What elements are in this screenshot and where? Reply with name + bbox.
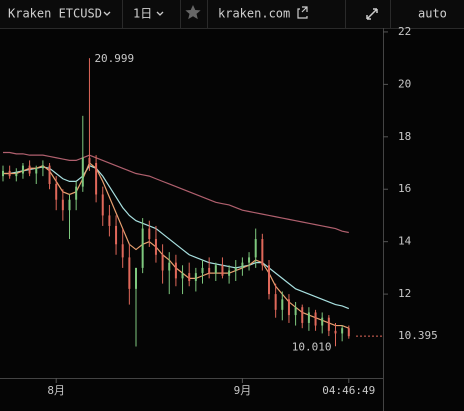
candle-body (201, 267, 204, 274)
candle-body (287, 299, 290, 316)
candle-body (268, 265, 270, 295)
moving-average (3, 151, 349, 234)
toolbar: Kraken ETCUSD 1日 kraken.com auto (0, 0, 464, 29)
moving-average (3, 164, 350, 310)
external-link-icon[interactable] (297, 6, 308, 19)
candle-body (188, 273, 191, 281)
candle-body (307, 312, 310, 323)
scale-mode[interactable]: auto (418, 7, 447, 21)
candle-body (221, 265, 224, 276)
y-tick-label: 12 (398, 287, 411, 300)
candle-body (148, 228, 151, 240)
candle-body (168, 262, 171, 271)
candle-body (327, 317, 330, 331)
candle-body (15, 173, 18, 177)
candle-body (154, 239, 157, 255)
toolbar-bg (0, 0, 464, 28)
fullscreen-icon[interactable] (366, 8, 378, 20)
candle-body (294, 307, 297, 316)
candle-body (228, 270, 231, 276)
y-tick-label: 22 (398, 25, 411, 38)
candle-body (115, 225, 118, 245)
chevron[interactable] (103, 11, 111, 16)
candle-body (161, 254, 164, 271)
candle-body (234, 267, 237, 271)
candle-body (61, 199, 64, 211)
candle-body (128, 257, 131, 289)
candle-body (41, 165, 44, 169)
candle-body (194, 273, 197, 281)
candle-body (314, 312, 317, 326)
candle-body (274, 294, 277, 310)
candle-body (88, 157, 91, 164)
chevron[interactable] (156, 11, 164, 16)
y-tick-label: 20 (398, 77, 411, 90)
candle-body (347, 328, 350, 337)
candle-body (28, 165, 31, 174)
candle-body (214, 265, 217, 274)
candle-body (241, 262, 244, 268)
candle-body (141, 228, 144, 268)
x-tick-label: 9月 (234, 384, 252, 397)
candle-body (248, 257, 251, 263)
candle-body (281, 299, 284, 310)
time-label: 04:46:49 (322, 384, 375, 397)
interval[interactable]: 1日 (133, 7, 152, 21)
candle-body (55, 183, 58, 200)
candle-body (101, 194, 104, 216)
candle-body (174, 262, 177, 279)
candle-body (208, 267, 211, 274)
candle-body (261, 239, 264, 266)
candle-body (181, 273, 184, 279)
candle-body (75, 186, 78, 200)
candle-body (68, 199, 71, 211)
candle-body (301, 307, 304, 323)
candle-body (334, 330, 337, 334)
x-tick-label: 8月 (47, 384, 65, 397)
y-tick-label: 18 (398, 130, 411, 143)
symbol[interactable]: Kraken ETCUSD (8, 7, 102, 21)
candle-body (81, 157, 84, 187)
last-price-label: 10.395 (398, 329, 438, 342)
candle-body (35, 168, 38, 174)
candle-body (48, 165, 51, 184)
candle-body (321, 317, 324, 326)
candle-body (135, 267, 137, 289)
y-tick-label: 16 (398, 182, 411, 195)
star-icon[interactable] (185, 5, 201, 20)
candle-body (254, 239, 257, 258)
candle-body (121, 244, 124, 258)
candle-body (341, 328, 344, 334)
candle-body (108, 215, 111, 226)
price-annotation: 20.999 (94, 52, 134, 65)
y-tick-label: 14 (398, 235, 412, 248)
price-annotation: 10.010 (292, 340, 332, 353)
candle-body (95, 163, 98, 195)
candle-body (2, 170, 4, 177)
source[interactable]: kraken.com (218, 7, 290, 21)
candle-body (8, 170, 11, 177)
candle-body (21, 165, 24, 174)
